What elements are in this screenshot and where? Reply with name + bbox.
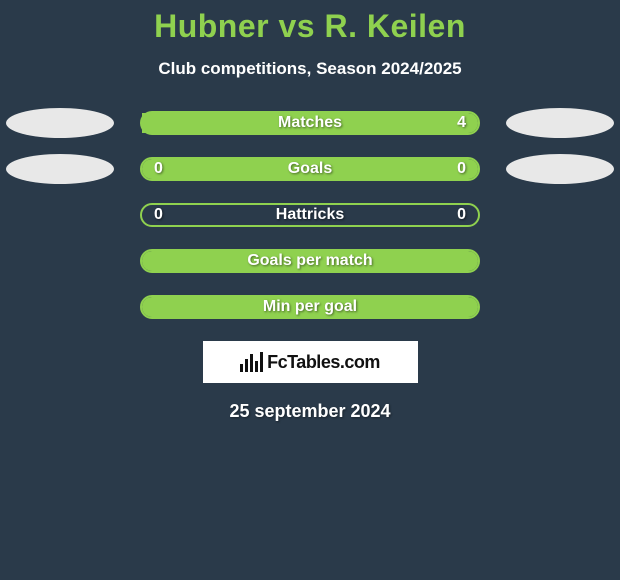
- source-badge: FcTables.com: [203, 341, 418, 383]
- stat-bar: Min per goal: [140, 295, 480, 319]
- page-subtitle: Club competitions, Season 2024/2025: [0, 59, 620, 79]
- stat-label: Goals per match: [247, 252, 372, 270]
- comparison-card: Hubner vs R. Keilen Club competitions, S…: [0, 0, 620, 422]
- stat-left-value: 0: [154, 160, 163, 178]
- stat-bar: 0 Hattricks 0: [140, 203, 480, 227]
- chart-bars-icon: [240, 352, 263, 372]
- player-right-marker: [506, 154, 614, 184]
- player-left-marker: [6, 154, 114, 184]
- source-badge-text: FcTables.com: [267, 352, 380, 373]
- stat-left-value: 0: [154, 206, 163, 224]
- stat-label: Matches: [278, 114, 342, 132]
- stat-right-value: 0: [457, 206, 466, 224]
- stat-label: Goals: [288, 160, 332, 178]
- stat-row: Min per goal: [0, 295, 620, 319]
- stat-row: Goals per match: [0, 249, 620, 273]
- stat-right-value: 4: [457, 114, 466, 132]
- player-left-marker: [6, 108, 114, 138]
- page-title: Hubner vs R. Keilen: [0, 8, 620, 45]
- stat-bar: 0 Goals 0: [140, 157, 480, 181]
- stat-row: Matches 4: [0, 111, 620, 135]
- player-right-marker: [506, 108, 614, 138]
- stat-bar: Goals per match: [140, 249, 480, 273]
- stat-label: Hattricks: [276, 206, 344, 224]
- date-stamp: 25 september 2024: [0, 401, 620, 422]
- stat-right-value: 0: [457, 160, 466, 178]
- stat-bar: Matches 4: [140, 111, 480, 135]
- stat-rows: Matches 4 0 Goals 0 0 Hattricks 0 Goals per matc…: [0, 111, 620, 319]
- stat-row: 0 Hattricks 0: [0, 203, 620, 227]
- stat-row: 0 Goals 0: [0, 157, 620, 181]
- stat-label: Min per goal: [263, 298, 357, 316]
